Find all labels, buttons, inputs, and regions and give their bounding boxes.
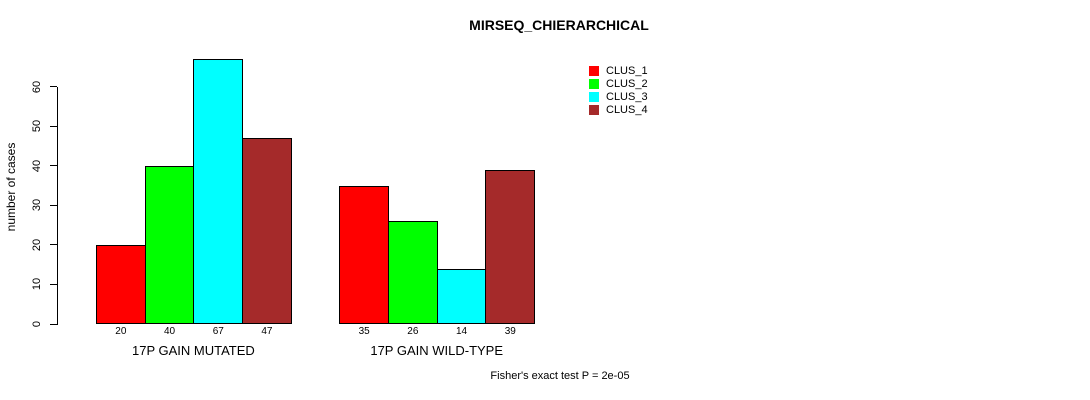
y-axis-tick-label: 50	[31, 120, 43, 133]
bar-clus_1	[339, 185, 389, 324]
bar-value-label: 47	[261, 326, 273, 337]
legend-item: CLUS_2	[589, 78, 648, 90]
y-axis-tick	[50, 125, 57, 127]
bar-value-label: 67	[212, 326, 224, 337]
bar-clus_3	[436, 268, 487, 324]
y-axis-tick	[50, 204, 57, 206]
y-axis-tick	[50, 283, 57, 285]
y-axis-tick-label: 40	[31, 159, 43, 172]
y-axis-tick	[50, 165, 57, 167]
legend-label: CLUS_4	[606, 104, 648, 116]
y-axis-label: number of cases	[4, 142, 18, 232]
legend: CLUS_1 CLUS_2 CLUS_3 CLUS_4	[589, 65, 648, 116]
bar-clus_2	[388, 221, 438, 324]
legend-item: CLUS_4	[589, 104, 648, 116]
bar-clus_1	[96, 244, 146, 324]
bar-value-label: 26	[407, 326, 419, 337]
bar-value-label: 14	[455, 326, 468, 337]
y-axis-tick	[50, 323, 57, 325]
y-axis-tick-label: 30	[31, 199, 43, 212]
chart-title: MIRSEQ_CHIERARCHICAL	[469, 17, 649, 33]
bar-clus_3	[193, 59, 244, 324]
bar-value-label: 40	[163, 326, 176, 337]
bar-clus_4	[485, 169, 536, 324]
legend-swatch-clus_4	[589, 105, 599, 115]
legend-label: CLUS_3	[606, 91, 648, 103]
legend-swatch-clus_1	[589, 66, 599, 76]
y-axis-line	[57, 87, 58, 325]
y-axis-tick	[50, 244, 57, 246]
annotation-text: Fisher's exact test P = 2e-05	[490, 370, 630, 382]
y-axis-tick-label: 10	[31, 278, 43, 291]
legend-item: CLUS_1	[589, 65, 648, 77]
legend-swatch-clus_2	[589, 79, 599, 89]
legend-label: CLUS_1	[606, 65, 648, 77]
y-axis-tick-label: 20	[31, 238, 43, 252]
group-label-1: 17P GAIN MUTATED	[131, 343, 255, 358]
y-axis-tick	[50, 86, 57, 88]
bar-clus_4	[242, 138, 292, 324]
bar-clus_2	[144, 165, 195, 324]
bar-value-label: 39	[504, 326, 516, 337]
y-axis-tick-label: 0	[31, 320, 43, 328]
bar-value-label: 20	[115, 326, 127, 337]
legend-item: CLUS_3	[589, 91, 648, 103]
legend-swatch-clus_3	[589, 92, 599, 102]
bar-value-label: 35	[358, 326, 370, 337]
group-label-2: 17P GAIN WILD-TYPE	[370, 343, 504, 358]
y-axis-tick-label: 60	[31, 80, 43, 93]
legend-label: CLUS_2	[606, 78, 648, 90]
